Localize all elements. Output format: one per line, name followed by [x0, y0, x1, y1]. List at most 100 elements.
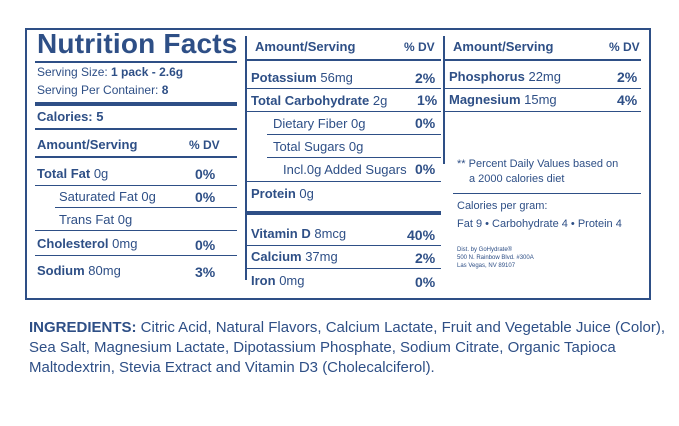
vitamin-row: Calcium 37mg	[251, 249, 338, 264]
nutrient-name: Protein	[251, 186, 296, 201]
nutrient-row: Protein 0g	[251, 186, 314, 201]
serving-size-value: 1 pack - 2.6g	[111, 65, 184, 79]
nutrient-name: Saturated Fat	[59, 189, 138, 204]
nutrient-amount: 0g Added Sugars	[306, 162, 407, 177]
nutrient-row: Magnesium 15mg	[449, 92, 557, 107]
divider	[267, 157, 441, 158]
nutrient-row: Total Carbohydrate 2g	[251, 93, 387, 108]
dv-footnote-line2: a 2000 calories diet	[469, 173, 565, 185]
divider	[247, 268, 441, 269]
nutrient-name: Potassium	[251, 70, 317, 85]
nutrition-facts-panel: Nutrition Facts Serving Size: 1 pack - 2…	[25, 28, 651, 300]
nutrient-amount: 0g	[348, 139, 364, 154]
divider	[247, 181, 441, 182]
vitamin-amount: 0mg	[279, 273, 305, 288]
dv-header: % DV	[404, 40, 435, 54]
nutrient-row: Cholesterol 0mg	[37, 236, 137, 251]
nutrient-amount: 15mg	[524, 92, 557, 107]
amount-serving-header: Amount/Serving	[453, 39, 554, 54]
divider	[35, 128, 237, 130]
nutrient-row: Incl.0g Added Sugars	[283, 162, 407, 177]
amount-serving-header: Amount/Serving	[255, 39, 356, 54]
nutrient-amount: 80mg	[88, 263, 121, 278]
nutrient-dv: 4%	[617, 92, 638, 108]
nutrient-amount: 22mg	[528, 69, 561, 84]
serving-size-label: Serving Size:	[37, 65, 112, 79]
nutrient-dv: 0%	[195, 166, 216, 182]
calories-per-gram-title: Calories per gram:	[457, 200, 548, 212]
nutrient-dv: 2%	[617, 69, 638, 85]
nutrient-row: Phosphorus 22mg	[449, 69, 561, 84]
calories-per-gram-values: Fat 9 • Carbohydrate 4 • Protein 4	[457, 218, 622, 230]
serving-size: Serving Size: 1 pack - 2.6g	[37, 65, 183, 79]
calories: Calories: 5	[37, 109, 104, 124]
nutrient-row: Trans Fat 0g	[59, 212, 132, 227]
divider	[247, 245, 441, 246]
vitamin-name: Iron	[251, 273, 276, 288]
divider	[453, 193, 641, 194]
ingredients-statement: INGREDIENTS: Citric Acid, Natural Flavor…	[29, 318, 669, 378]
divider-thick	[35, 102, 237, 106]
nutrient-dv: 1%	[417, 92, 438, 108]
column-divider	[245, 36, 247, 280]
nutrient-name: Magnesium	[449, 92, 521, 107]
divider	[35, 255, 237, 256]
nutrient-dv: 0%	[195, 237, 216, 253]
nutrient-name: Total Sugars	[273, 139, 346, 154]
vitamin-dv: 2%	[415, 250, 436, 266]
nutrient-name: Dietary Fiber	[273, 116, 348, 131]
divider	[247, 111, 441, 112]
divider	[267, 134, 441, 135]
vitamin-dv: 40%	[407, 227, 436, 243]
nutrient-name: Cholesterol	[37, 236, 109, 251]
nutrient-row: Dietary Fiber 0g	[273, 116, 366, 131]
nutrient-row: Total Fat 0g	[37, 166, 108, 181]
nutrient-dv: 2%	[415, 70, 436, 86]
nutrient-dv: 0%	[195, 189, 216, 205]
divider	[35, 185, 237, 186]
nutrient-dv: 0%	[415, 161, 436, 177]
dv-header: % DV	[189, 138, 220, 152]
servings-label: Serving Per Container:	[37, 83, 162, 97]
dv-header: % DV	[609, 40, 640, 54]
nutrient-name: Sodium	[37, 263, 85, 278]
ingredients-label: INGREDIENTS:	[29, 319, 137, 336]
vitamin-amount: 8mcg	[314, 226, 347, 241]
nutrient-name: Total Carbohydrate	[251, 93, 370, 108]
vitamin-name: Calcium	[251, 249, 302, 264]
nutrient-amount: 2g	[372, 93, 388, 108]
divider	[445, 88, 641, 89]
divider	[445, 111, 641, 112]
nutrient-amount: 0g	[351, 116, 366, 131]
nutrient-row: Total Sugars 0g	[273, 139, 363, 154]
divider	[445, 59, 641, 61]
vitamin-row: Iron 0mg	[251, 273, 304, 288]
servings-value: 8	[161, 83, 169, 97]
divider	[35, 156, 237, 158]
divider-thick	[247, 211, 441, 215]
servings-per-container: Serving Per Container: 8	[37, 83, 168, 97]
nutrient-name: Phosphorus	[449, 69, 525, 84]
distributor-line1: Dist. by GoHydrate®	[457, 247, 513, 253]
distributor-info: Dist. by GoHydrate® 500 N. Rainbow Blvd.…	[457, 246, 534, 270]
column-divider	[443, 36, 445, 164]
distributor-line3: Las Vegas, NV 89107	[457, 263, 516, 269]
nutrient-name: Trans Fat	[59, 212, 115, 227]
nutrient-name: Total Fat	[37, 166, 91, 181]
nutrient-amount: 56mg	[320, 70, 353, 85]
vitamin-amount: 37mg	[305, 249, 338, 264]
nutrient-amount: 0mg	[112, 236, 138, 251]
vitamin-name: Vitamin D	[251, 226, 311, 241]
dv-footnote-line1: ** Percent Daily Values based on	[457, 158, 619, 170]
nutrient-dv: 3%	[195, 264, 216, 280]
vitamin-row: Vitamin D 8mcg	[251, 226, 346, 241]
nutrient-row: Sodium 80mg	[37, 263, 121, 278]
nutrient-amount: 0g	[141, 189, 156, 204]
divider	[35, 230, 237, 231]
nutrient-row: Potassium 56mg	[251, 70, 353, 85]
ingredients-text: Citric Acid, Natural Flavors, Calcium La…	[29, 319, 666, 376]
divider	[247, 59, 441, 61]
distributor-line2: 500 N. Rainbow Blvd. #300A	[457, 255, 534, 261]
nutrient-dv: 0%	[415, 115, 436, 131]
nutrient-row: Saturated Fat 0g	[59, 189, 156, 204]
